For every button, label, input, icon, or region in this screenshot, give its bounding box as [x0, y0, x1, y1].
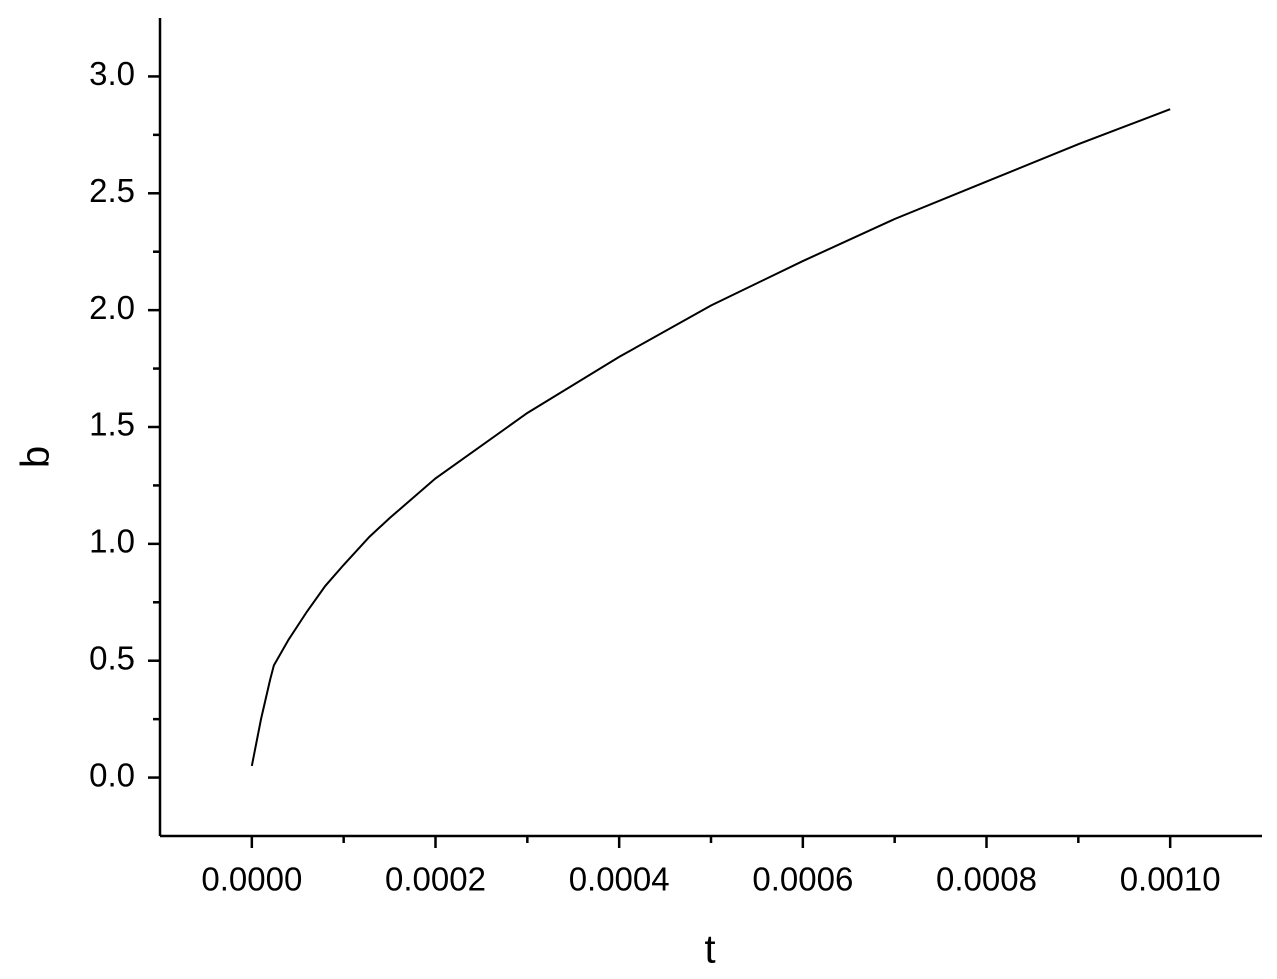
x-tick-label: 0.0010	[1120, 861, 1221, 898]
y-tick-label: 1.0	[89, 523, 135, 560]
x-tick-label: 0.0002	[385, 861, 486, 898]
y-tick-label: 3.0	[89, 55, 135, 92]
y-tick-label: 2.0	[89, 289, 135, 326]
y-tick-label: 2.5	[89, 172, 135, 209]
x-tick-label: 0.0008	[936, 861, 1037, 898]
y-tick-label: 1.5	[89, 406, 135, 443]
x-axis-title: t	[704, 928, 715, 972]
x-tick-label: 0.0000	[201, 861, 302, 898]
x-tick-label: 0.0006	[752, 861, 853, 898]
line	[250, 108, 1171, 767]
y-tick-label: 0.0	[89, 756, 135, 793]
y-tick-label: 0.5	[89, 639, 135, 676]
x-tick-label: 0.0004	[569, 861, 670, 898]
y-axis-title: b	[14, 446, 58, 468]
